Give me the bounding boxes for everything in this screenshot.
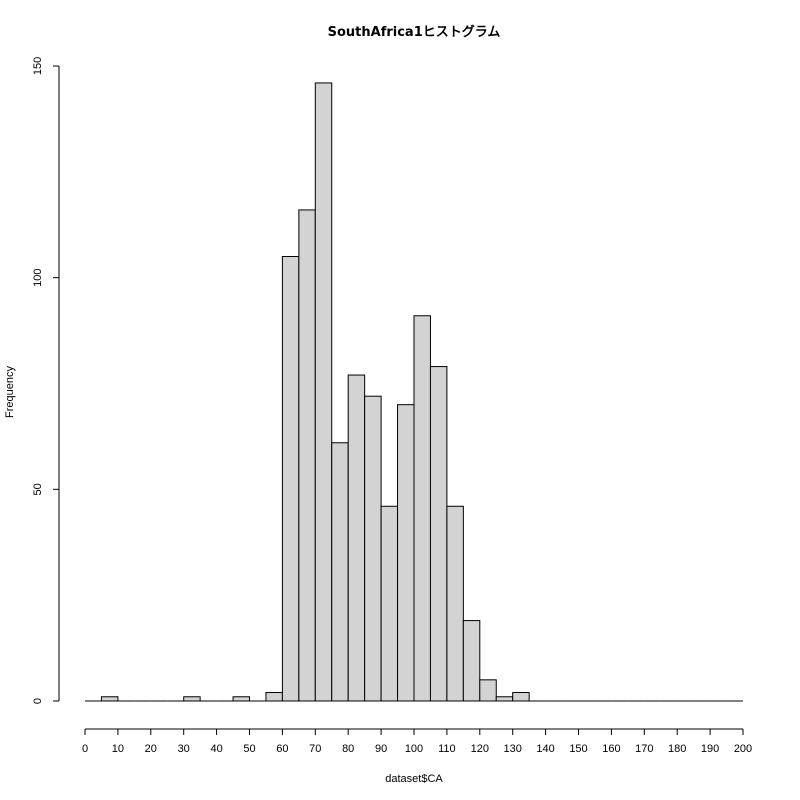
x-tick-label: 10 [112, 743, 124, 755]
histogram-bar-65-70 [298, 209, 316, 702]
histogram-bar-125-130 [495, 696, 514, 702]
x-tick-label: 170 [635, 743, 653, 755]
histogram-bar-100-105 [413, 315, 431, 702]
x-tick-label: 60 [276, 743, 288, 755]
x-axis: 0 10 20 30 40 50 60 70 80 90 100 110 120 130 140 150 160… [82, 728, 752, 755]
chart-title: SouthAfrica1ヒストグラム [328, 24, 501, 40]
x-axis-label: dataset$CA [385, 773, 443, 785]
histogram-bar-120-125 [479, 679, 497, 702]
x-tick-label: 20 [145, 743, 157, 755]
x-tick-label: 200 [734, 743, 752, 755]
histogram-bar-5-10 [100, 696, 119, 702]
histogram-bar-90-95 [380, 505, 399, 702]
histogram-bar-45-50 [232, 696, 251, 702]
y-tick-label: 100 [32, 268, 44, 286]
x-tick-label: 50 [243, 743, 255, 755]
histogram-bar-30-35 [183, 696, 201, 702]
x-tick-label: 190 [701, 743, 719, 755]
histogram-bar-60-65 [281, 256, 300, 702]
x-tick-label: 120 [471, 743, 489, 755]
y-tick-label: 150 [32, 57, 44, 75]
y-tick-label: 50 [32, 483, 44, 495]
x-tick-label: 0 [82, 743, 88, 755]
histogram-bar-110-115 [446, 505, 464, 702]
x-tick-label: 110 [438, 743, 456, 755]
x-tick-label: 100 [405, 743, 423, 755]
y-tick-label: 0 [32, 698, 44, 704]
y-axis: 0 50 100 150 [32, 57, 60, 704]
x-tick-label: 30 [178, 743, 190, 755]
histogram-bar-130-135 [512, 692, 530, 702]
x-tick-label: 160 [602, 743, 620, 755]
x-tick-label: 140 [536, 743, 554, 755]
histogram-bar-115-120 [462, 620, 481, 702]
x-tick-label: 40 [210, 743, 222, 755]
x-tick-label: 90 [375, 743, 387, 755]
bars-group [85, 82, 743, 702]
histogram-bar-80-85 [347, 374, 366, 702]
y-axis-label: Frequency [4, 366, 16, 418]
histogram-bar-75-80 [331, 442, 349, 702]
x-tick-label: 70 [309, 743, 321, 755]
histogram-bar-105-110 [429, 366, 448, 702]
histogram-bar-70-75 [314, 82, 333, 702]
x-tick-label: 80 [342, 743, 354, 755]
histogram-bar-55-60 [265, 692, 283, 702]
histogram-bar-95-100 [397, 404, 415, 702]
x-tick-label: 150 [569, 743, 587, 755]
x-tick-label: 180 [668, 743, 686, 755]
x-tick-label: 130 [504, 743, 522, 755]
histogram-bar-85-90 [364, 395, 382, 702]
